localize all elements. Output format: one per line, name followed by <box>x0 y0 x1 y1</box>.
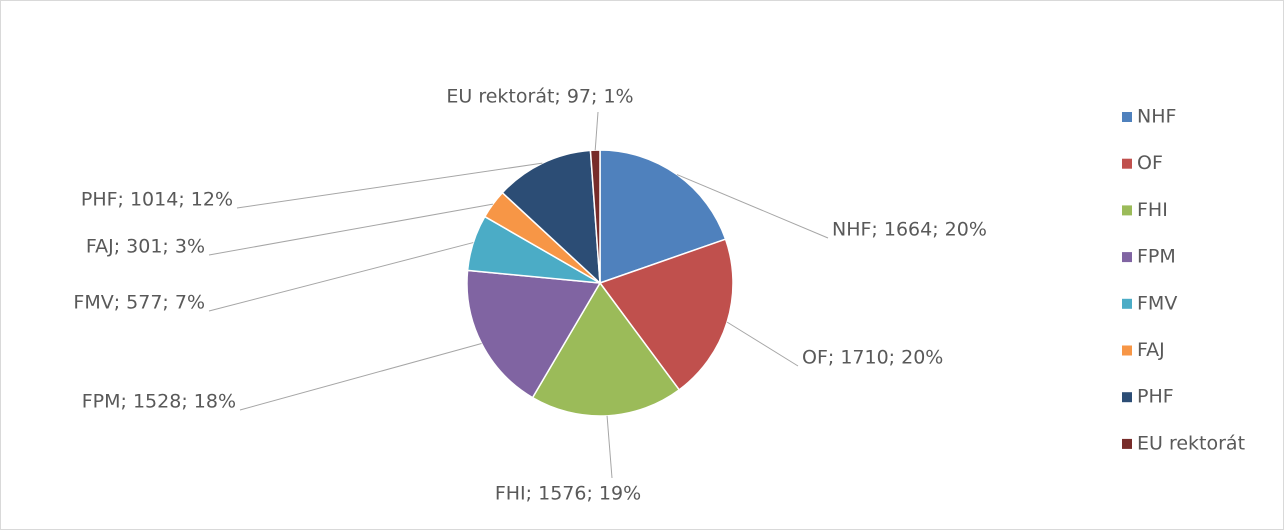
leader-line <box>208 242 474 312</box>
legend-swatch <box>1122 392 1132 403</box>
legend-label: EU rektorát <box>1137 432 1245 454</box>
pie-slice <box>531 281 681 417</box>
leader-line <box>676 174 829 239</box>
legend-label: FMV <box>1137 292 1177 314</box>
legend-label: OF <box>1137 152 1163 174</box>
legend-swatch <box>1122 252 1132 263</box>
data-label: FPM; 1528; 18% <box>82 391 236 413</box>
legend-swatch <box>1122 298 1132 309</box>
data-label: FAJ; 301; 3% <box>86 236 205 258</box>
data-label: PHF; 1014; 12% <box>81 189 233 211</box>
data-label: EU rektorát; 97; 1% <box>446 86 633 108</box>
legend-swatch <box>1122 345 1132 356</box>
legend-label: FHI <box>1137 199 1168 221</box>
data-label: OF; 1710; 20% <box>802 347 943 369</box>
leader-line <box>594 111 599 151</box>
legend-swatch <box>1122 158 1132 169</box>
legend-label: NHF <box>1137 106 1176 128</box>
leader-line <box>236 162 543 209</box>
legend-swatch <box>1122 205 1132 216</box>
legend-label: FAJ <box>1137 339 1165 361</box>
legend-label: FPM <box>1137 246 1176 268</box>
leader-line <box>239 343 482 411</box>
legend-swatch <box>1122 438 1132 449</box>
pie-slice <box>501 149 601 285</box>
legend-label: PHF <box>1137 386 1174 408</box>
leader-line <box>606 415 613 479</box>
data-label: FHI; 1576; 19% <box>495 483 641 505</box>
data-label: NHF; 1664; 20% <box>832 219 987 241</box>
data-label: FMV; 577; 7% <box>73 292 205 314</box>
leader-line <box>208 203 493 256</box>
legend-swatch <box>1122 112 1132 122</box>
leader-line <box>726 321 799 367</box>
